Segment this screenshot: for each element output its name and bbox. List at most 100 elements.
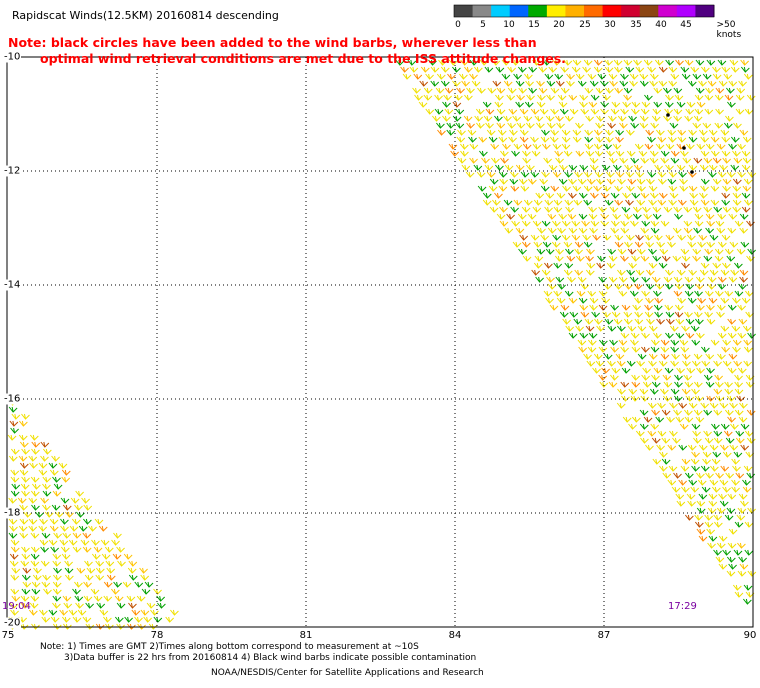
- wind-barb: [61, 616, 71, 623]
- wind-barb: [527, 178, 537, 185]
- wind-barb: [615, 150, 625, 157]
- wind-barb: [82, 616, 92, 623]
- wind-barb: [571, 234, 581, 241]
- wind-barb: [739, 129, 749, 136]
- wind-barb: [652, 206, 662, 213]
- lon-label-75: 75: [1, 630, 15, 641]
- wind-barb: [637, 185, 646, 192]
- wind-barb: [688, 185, 698, 192]
- wind-barb: [572, 59, 582, 66]
- wind-barb: [586, 360, 596, 367]
- colorbar-label-50plus: >50 knots: [716, 20, 742, 40]
- wind-barb: [704, 108, 714, 115]
- wind-barb: [478, 136, 488, 143]
- wind-barb: [659, 248, 669, 255]
- wind-barb: [122, 581, 132, 588]
- wind-barb: [72, 616, 82, 623]
- wind-barb: [715, 108, 724, 115]
- wind-barb: [614, 87, 623, 94]
- wind-barb: [539, 178, 548, 185]
- wind-barb: [590, 192, 599, 199]
- wind-barb: [59, 539, 69, 546]
- wind-barb: [624, 241, 633, 248]
- wind-barb: [609, 80, 618, 87]
- wind-barb: [91, 553, 101, 560]
- wind-barb: [508, 136, 517, 143]
- wind-barb: [688, 164, 698, 171]
- wind-barb: [170, 609, 179, 616]
- wind-barb: [153, 588, 162, 595]
- wind-barb: [532, 143, 542, 150]
- wind-barb: [581, 220, 590, 227]
- wind-barb: [599, 381, 609, 388]
- wind-barb: [636, 248, 646, 255]
- wind-barb: [444, 87, 454, 94]
- wind-barb: [620, 108, 629, 115]
- wind-barb: [84, 560, 93, 567]
- wind-barb: [52, 490, 62, 497]
- wind-barb: [10, 469, 20, 476]
- wind-barb: [632, 213, 642, 220]
- wind-barb: [8, 497, 18, 504]
- wind-barb: [518, 178, 528, 185]
- wind-barb: [52, 595, 62, 602]
- wind-barb: [95, 560, 105, 567]
- wind-barb: [625, 199, 634, 206]
- wind-barb: [438, 59, 447, 66]
- wind-barb: [572, 185, 582, 192]
- wind-barb: [58, 462, 68, 469]
- wind-barb: [628, 262, 637, 269]
- wind-barb: [695, 318, 704, 325]
- wind-barb: [686, 493, 696, 500]
- wind-barb: [630, 157, 640, 164]
- wind-barb: [443, 94, 452, 101]
- wind-barb: [704, 514, 714, 521]
- wind-barb: [664, 269, 674, 276]
- wind-barb: [747, 248, 757, 255]
- footer-note-line-2: 3)Data buffer is 22 hrs from 20160814 4)…: [64, 653, 477, 663]
- wind-barb: [30, 546, 40, 553]
- wind-barb: [684, 311, 693, 318]
- wind-barb: [614, 234, 624, 241]
- wind-barb: [617, 388, 626, 395]
- wind-barb: [603, 143, 612, 150]
- wind-barb: [614, 199, 624, 206]
- wind-barb: [715, 556, 725, 563]
- wind-barb: [738, 283, 747, 290]
- wind-barb: [578, 213, 588, 220]
- wind-barb: [614, 185, 623, 192]
- wind-barb: [578, 192, 588, 199]
- wind-barb: [9, 553, 19, 560]
- wind-barb: [612, 213, 622, 220]
- wind-barb: [684, 115, 693, 122]
- colorbar-label-10: 10: [503, 20, 515, 30]
- wind-barb: [459, 73, 468, 80]
- wind-barb: [657, 430, 667, 437]
- wind-barb: [95, 567, 105, 574]
- wind-barb: [651, 409, 660, 416]
- wind-barb: [52, 581, 62, 588]
- wind-barb: [68, 539, 78, 546]
- wind-barb: [644, 94, 653, 101]
- wind-barb: [554, 150, 564, 157]
- wind-barb: [466, 87, 475, 94]
- wind-barb: [488, 136, 498, 143]
- wind-barb: [658, 80, 668, 87]
- wind-barb: [561, 234, 571, 241]
- wind-barb: [623, 318, 633, 325]
- wind-barb: [677, 199, 687, 206]
- wind-barb: [740, 66, 750, 73]
- wind-barb: [564, 290, 574, 297]
- wind-barb: [648, 353, 658, 360]
- wind-barb: [20, 595, 30, 602]
- wind-barb: [692, 73, 702, 80]
- wind-barb: [460, 150, 469, 157]
- wind-barb: [481, 157, 490, 164]
- wind-barb: [704, 248, 714, 255]
- wind-barb: [584, 143, 594, 150]
- wind-barb: [604, 199, 614, 206]
- wind-barb: [585, 115, 594, 122]
- wind-barb: [74, 595, 84, 602]
- wind-barb: [641, 332, 650, 339]
- wind-barb: [452, 115, 462, 122]
